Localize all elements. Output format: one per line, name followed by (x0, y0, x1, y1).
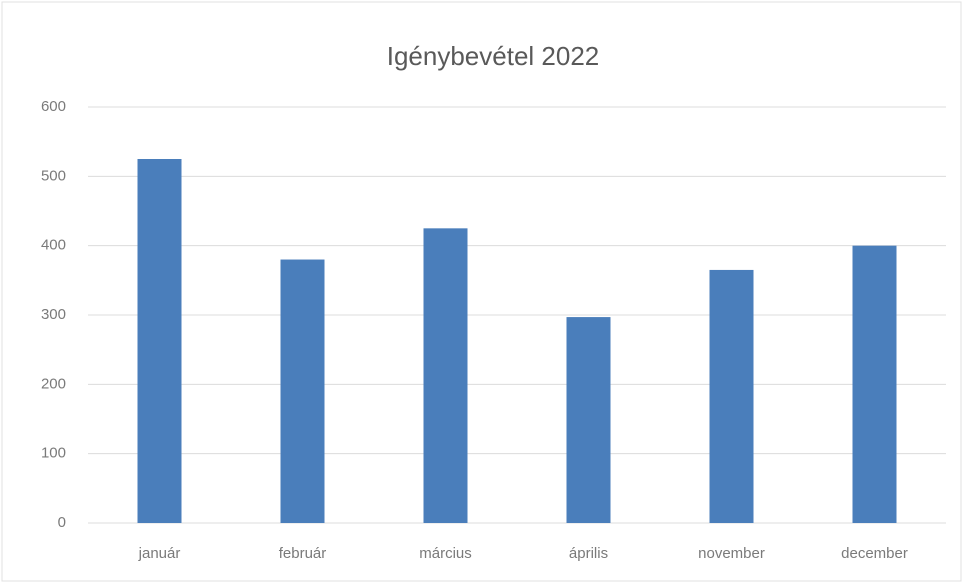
x-tick-label: november (698, 545, 765, 562)
y-tick-label: 600 (41, 98, 66, 115)
y-tick-label: 500 (41, 167, 66, 184)
x-tick-label: január (138, 545, 181, 562)
y-tick-label: 300 (41, 306, 66, 323)
bar (423, 228, 468, 524)
bar (137, 159, 182, 523)
y-tick-label: 400 (41, 237, 66, 254)
x-tick-label: december (841, 545, 908, 562)
x-tick-label: április (569, 545, 608, 562)
bar (566, 317, 611, 523)
bar (709, 269, 754, 523)
y-tick-label: 200 (41, 375, 66, 392)
chart-title: Igénybevétel 2022 (387, 41, 600, 71)
y-tick-label: 0 (58, 514, 66, 531)
x-tick-label: február (279, 545, 327, 562)
bar (280, 259, 325, 523)
bar (852, 245, 897, 523)
x-tick-label: március (419, 545, 472, 562)
y-tick-label: 100 (41, 445, 66, 462)
